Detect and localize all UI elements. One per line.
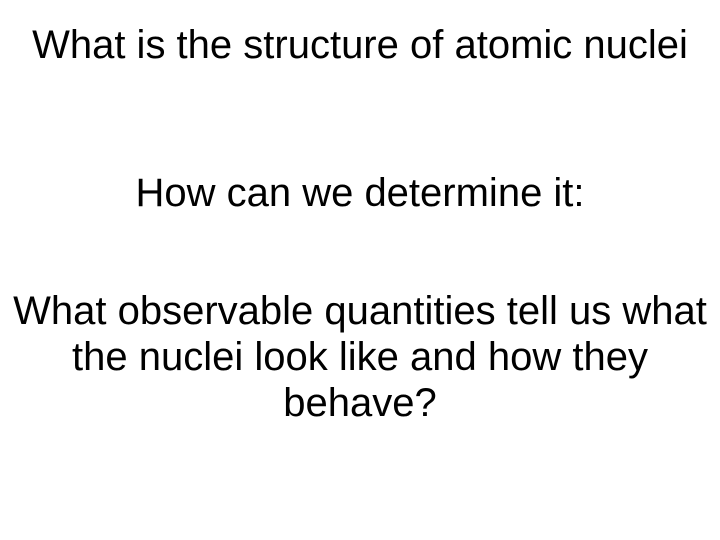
slide: What is the structure of atomic nuclei H… (0, 0, 720, 540)
question-2: How can we determine it: (0, 170, 720, 216)
question-1: What is the structure of atomic nuclei (0, 22, 720, 68)
question-3: What observable quantities tell us what … (0, 288, 720, 426)
